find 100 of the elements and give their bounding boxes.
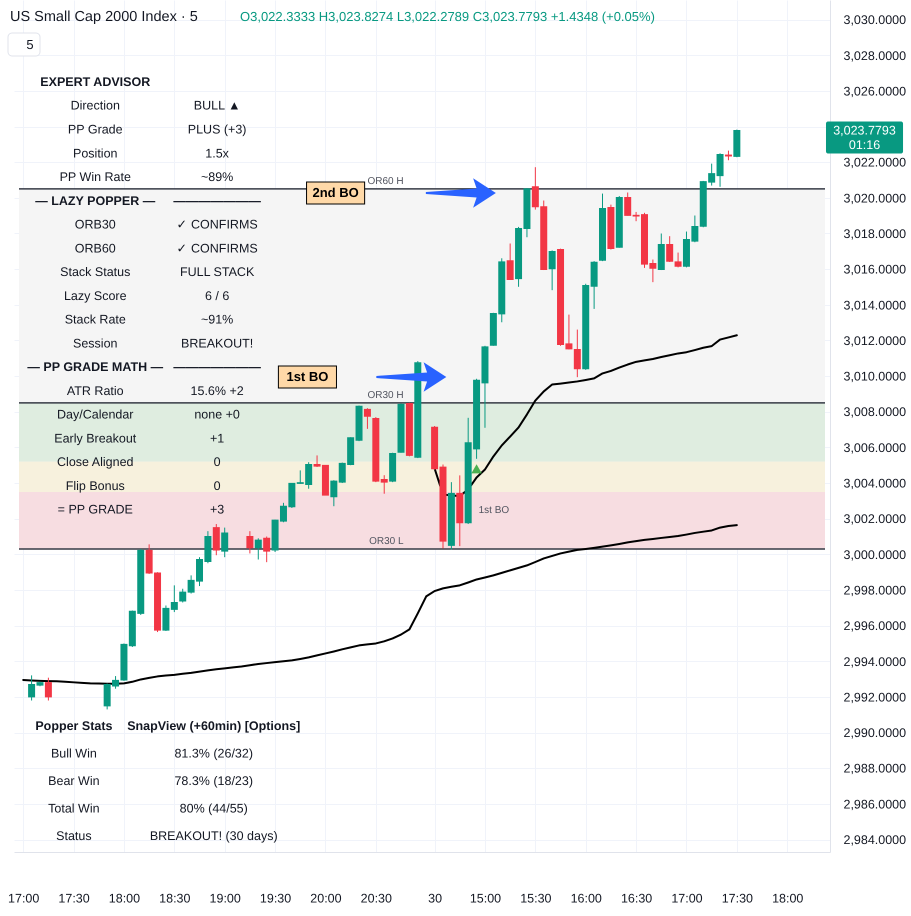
annotation: Flip Bonus — [66, 478, 125, 493]
x-tick-label: 18:00 — [108, 892, 140, 906]
x-tick-label: 15:30 — [520, 892, 552, 906]
annotation: ~89% — [200, 170, 234, 184]
x-tick-label: 18:00 — [772, 892, 804, 906]
annotation: Session — [73, 336, 118, 350]
x-tick-label: 19:00 — [210, 892, 241, 906]
x-tick-label: 16:30 — [620, 892, 652, 906]
y-tick-label: 3,002.0000 — [844, 512, 906, 526]
candlestick — [44, 677, 52, 701]
annotation: = PP GRADE — [58, 502, 133, 517]
annotation: Day/Calendar — [57, 408, 134, 422]
candlestick — [254, 538, 262, 560]
x-tick-label: 17:00 — [671, 892, 703, 906]
annotation: 1st BO — [286, 369, 328, 384]
candlestick — [246, 530, 254, 554]
annotation: EXPERT ADVISOR — [40, 74, 150, 89]
y-tick-label: 2,990.0000 — [844, 726, 906, 740]
annotation: 1.5x — [205, 146, 230, 160]
annotation: Popper Stats — [35, 718, 112, 733]
x-tick-label: 16:00 — [570, 892, 602, 906]
x-tick-label: 18:30 — [159, 892, 191, 906]
candlestick — [724, 150, 732, 161]
text: US Small Cap 2000 Index · 5 — [10, 9, 198, 25]
annotation: ~91% — [200, 312, 234, 327]
annotation: 5 — [26, 37, 34, 52]
annotation: SnapView (+60min) [Options] — [127, 718, 300, 733]
candlestick — [548, 250, 556, 291]
text: O3,022.3333 H3,023.8274 L3,022.2789 C3,023.7793 +1.4348 (+0.05%) — [240, 9, 655, 24]
annotation: PP Grade — [68, 122, 123, 136]
text: 01:16 — [848, 138, 880, 152]
y-tick-label: 2,996.0000 — [844, 619, 906, 634]
x-tick-label: 15:00 — [470, 892, 502, 906]
ref-line-label: OR60 H — [367, 176, 404, 187]
y-tick-label: 2,992.0000 — [844, 690, 906, 704]
annotation: 1st BO — [478, 505, 510, 516]
annotation: Early Breakout — [54, 431, 137, 446]
annotation: ——————— — [173, 360, 262, 374]
annotation: PLUS (+3) — [188, 122, 246, 136]
x-tick-label: 30 — [428, 892, 442, 906]
candlestick — [212, 524, 220, 556]
annotation: Lazy Score — [64, 288, 127, 303]
y-tick-label: 2,986.0000 — [844, 797, 906, 812]
annotation: Stack Rate — [64, 312, 126, 327]
y-tick-label: 3,006.0000 — [844, 440, 906, 455]
y-tick-label: 3,014.0000 — [844, 298, 906, 312]
annotation: +3 — [210, 502, 224, 517]
annotation: 80% (44/55) — [180, 801, 248, 816]
annotation: 15.6% +2 — [190, 384, 244, 398]
annotation: Position — [73, 146, 118, 160]
y-tick-label: 3,000.0000 — [844, 548, 906, 562]
annotation: ORB60 — [74, 241, 116, 256]
annotation: BREAKOUT! (30 days) — [150, 828, 278, 843]
annotation: ORB30 — [74, 218, 116, 232]
candlestick — [364, 408, 371, 430]
annotation: FULL STACK — [180, 265, 255, 280]
y-tick-label: 2,988.0000 — [844, 762, 906, 776]
annotation: 6 / 6 — [204, 288, 230, 303]
x-tick-label: 17:30 — [58, 892, 90, 906]
x-tick-label: 20:00 — [310, 892, 342, 906]
ref-line-label: OR30 L — [369, 536, 404, 547]
y-tick-label: 2,998.0000 — [844, 583, 906, 598]
annotation: BREAKOUT! — [180, 336, 254, 350]
annotation: 0 — [214, 455, 221, 470]
candlestick — [263, 536, 270, 563]
y-tick-label: 3,028.0000 — [844, 48, 906, 63]
x-tick-label: 19:30 — [260, 892, 292, 906]
annotation: ✓ CONFIRMS — [176, 218, 258, 232]
annotation: Stack Status — [60, 265, 130, 280]
annotation: 78.3% (18/23) — [174, 774, 253, 788]
annotation: Bear Win — [48, 774, 100, 788]
y-tick-label: 3,008.0000 — [844, 405, 906, 420]
annotation: ——————— — [173, 194, 262, 208]
y-tick-label: 3,018.0000 — [844, 227, 906, 241]
annotation: +1 — [210, 431, 224, 446]
x-tick-label: 17:30 — [722, 892, 754, 906]
ref-line-label: OR30 H — [367, 390, 404, 401]
y-tick-label: 2,984.0000 — [844, 833, 906, 848]
annotation: BULL ▲ — [194, 98, 240, 113]
annotation: Status — [56, 828, 92, 843]
x-tick-label: 20:30 — [360, 892, 392, 906]
annotation: PP Win Rate — [60, 170, 131, 184]
y-tick-label: 3,026.0000 — [844, 84, 906, 98]
x-tick-label: 17:00 — [8, 892, 40, 906]
y-tick-label: 3,012.0000 — [844, 334, 906, 348]
candlestick — [221, 527, 228, 558]
annotation: 81.3% (26/32) — [174, 746, 253, 760]
y-tick-label: 2,994.0000 — [844, 654, 906, 669]
annotation: Total Win — [48, 801, 100, 816]
y-tick-label: 3,010.0000 — [844, 370, 906, 384]
y-tick-label: 3,030.0000 — [844, 13, 906, 28]
line-series — [434, 334, 738, 498]
y-tick-label: 3,020.0000 — [844, 191, 906, 206]
annotation: ATR Ratio — [66, 384, 124, 398]
y-tick-label: 3,022.0000 — [844, 156, 906, 170]
candlestick — [506, 242, 514, 280]
annotation: 2nd BO — [312, 185, 359, 200]
annotation: — LAZY POPPER — — [35, 194, 156, 208]
annotation: — PP GRADE MATH — — [27, 360, 164, 374]
annotation: Close Aligned — [57, 455, 134, 470]
